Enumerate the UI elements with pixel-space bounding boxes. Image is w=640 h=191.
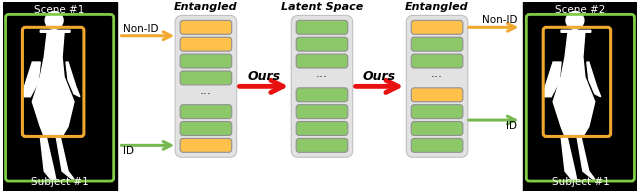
Text: Subject #1: Subject #1 xyxy=(552,177,609,187)
FancyBboxPatch shape xyxy=(412,37,463,51)
FancyBboxPatch shape xyxy=(296,37,348,51)
Polygon shape xyxy=(543,62,561,97)
FancyBboxPatch shape xyxy=(412,138,463,152)
Text: ID: ID xyxy=(123,146,134,156)
FancyBboxPatch shape xyxy=(296,121,348,135)
FancyBboxPatch shape xyxy=(291,15,353,157)
Text: Subject #1: Subject #1 xyxy=(31,177,88,187)
FancyBboxPatch shape xyxy=(412,105,463,119)
FancyBboxPatch shape xyxy=(180,138,232,152)
FancyBboxPatch shape xyxy=(296,88,348,102)
FancyBboxPatch shape xyxy=(180,37,232,51)
Text: ···: ··· xyxy=(316,71,328,84)
Bar xyxy=(524,2,637,191)
FancyBboxPatch shape xyxy=(296,138,348,152)
Text: Ours: Ours xyxy=(248,70,280,83)
Text: Scene #1: Scene #1 xyxy=(35,6,84,15)
Text: Latent Space: Latent Space xyxy=(281,2,363,12)
FancyBboxPatch shape xyxy=(180,54,232,68)
FancyBboxPatch shape xyxy=(180,121,232,135)
Text: Non-ID: Non-ID xyxy=(482,15,517,25)
FancyBboxPatch shape xyxy=(180,20,232,34)
Polygon shape xyxy=(33,30,74,136)
Text: ···: ··· xyxy=(431,71,443,84)
Polygon shape xyxy=(577,136,595,179)
Polygon shape xyxy=(22,62,40,97)
FancyBboxPatch shape xyxy=(412,88,463,102)
FancyBboxPatch shape xyxy=(180,71,232,85)
Polygon shape xyxy=(553,30,595,136)
Text: Ours: Ours xyxy=(363,70,396,83)
Circle shape xyxy=(45,11,63,29)
FancyBboxPatch shape xyxy=(406,15,468,157)
Text: Non-ID: Non-ID xyxy=(123,24,158,34)
FancyBboxPatch shape xyxy=(296,54,348,68)
Polygon shape xyxy=(40,136,56,181)
Text: Entangled: Entangled xyxy=(174,2,237,12)
Polygon shape xyxy=(587,62,601,97)
Text: ···: ··· xyxy=(200,88,212,101)
Bar xyxy=(3,2,116,191)
FancyBboxPatch shape xyxy=(175,15,237,157)
Polygon shape xyxy=(66,62,80,97)
FancyBboxPatch shape xyxy=(412,54,463,68)
FancyBboxPatch shape xyxy=(296,105,348,119)
FancyBboxPatch shape xyxy=(180,105,232,119)
FancyBboxPatch shape xyxy=(412,121,463,135)
Text: Scene #2: Scene #2 xyxy=(556,6,605,15)
Text: Entangled: Entangled xyxy=(405,2,469,12)
Text: ID: ID xyxy=(506,121,517,131)
Circle shape xyxy=(566,11,584,29)
Polygon shape xyxy=(561,136,577,181)
FancyBboxPatch shape xyxy=(412,20,463,34)
Polygon shape xyxy=(56,136,74,179)
FancyBboxPatch shape xyxy=(296,20,348,34)
